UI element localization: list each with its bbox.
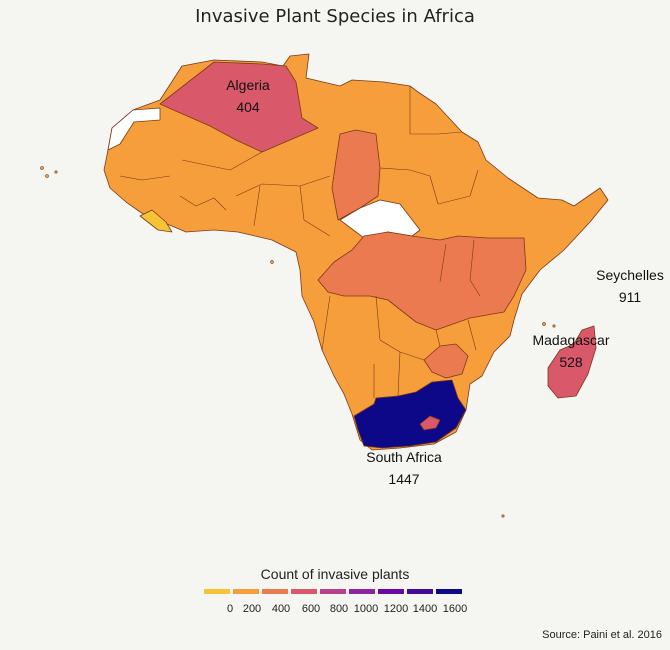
legend-tick-label: 800 bbox=[329, 603, 349, 615]
label-madagascar: Madagascar 528 bbox=[532, 332, 610, 370]
island-south bbox=[501, 514, 505, 518]
region-western-sahara[interactable] bbox=[107, 107, 161, 151]
legend-swatch bbox=[204, 589, 230, 594]
island-cape-verde bbox=[40, 166, 44, 170]
legend-swatch bbox=[378, 589, 404, 594]
label-algeria: Algeria 404 bbox=[226, 77, 270, 115]
legend-swatch bbox=[320, 589, 346, 594]
legend-tick-label: 0 bbox=[226, 603, 234, 615]
legend-swatch bbox=[262, 589, 288, 594]
legend-ticks: 0 200 400 600 800 1000 1200 1400 1600 bbox=[0, 603, 670, 619]
island-comoros-2 bbox=[552, 324, 556, 328]
island-cape-verde-3 bbox=[54, 170, 58, 174]
region-liberia[interactable] bbox=[139, 209, 173, 233]
region-chad[interactable] bbox=[331, 129, 381, 221]
label-seychelles: Seychelles 911 bbox=[596, 267, 664, 305]
legend-tick-label: 1400 bbox=[412, 603, 438, 615]
legend-swatch bbox=[233, 589, 259, 594]
island-sao-tome bbox=[270, 260, 274, 264]
region-zimbabwe[interactable] bbox=[423, 343, 469, 379]
source-note: Source: Paini et al. 2016 bbox=[542, 629, 662, 641]
legend-swatch bbox=[436, 589, 462, 594]
map-title: Invasive Plant Species in Africa bbox=[195, 6, 475, 27]
legend-tick-label: 1200 bbox=[383, 603, 409, 615]
legend-tick-label: 400 bbox=[271, 603, 291, 615]
region-lesotho[interactable] bbox=[419, 415, 441, 431]
legend-tick-label: 600 bbox=[301, 603, 321, 615]
legend-tick-label: 1000 bbox=[353, 603, 379, 615]
region-madagascar[interactable] bbox=[547, 325, 597, 399]
legend-tick-label: 200 bbox=[242, 603, 262, 615]
legend-colorbar bbox=[204, 589, 462, 594]
island-cape-verde-2 bbox=[45, 174, 49, 178]
legend-title: Count of invasive plants bbox=[260, 566, 410, 582]
region-south-africa[interactable] bbox=[353, 379, 467, 449]
region-algeria[interactable] bbox=[159, 61, 319, 153]
label-south-africa: South Africa 1447 bbox=[366, 449, 442, 487]
legend-swatch bbox=[407, 589, 433, 594]
legend-swatch bbox=[291, 589, 317, 594]
island-comoros bbox=[542, 322, 546, 326]
legend-swatch bbox=[349, 589, 375, 594]
region-central-east[interactable] bbox=[317, 231, 527, 331]
legend-tick-label: 1600 bbox=[442, 603, 468, 615]
